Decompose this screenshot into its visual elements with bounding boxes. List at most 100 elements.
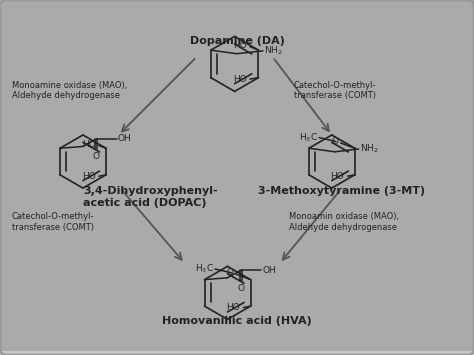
Bar (0, 352, 474, 354)
Bar (0, 353, 474, 354)
Bar (0, 352, 474, 354)
Bar (0, 351, 474, 353)
Bar (0, 351, 474, 353)
Bar (0, 352, 474, 354)
Bar (0, 352, 474, 354)
Text: OH: OH (263, 266, 276, 274)
Bar (0, 352, 474, 354)
Bar (0, 352, 474, 354)
Bar (0, 352, 474, 354)
Text: 3-Methoxytyramine (3-MT): 3-Methoxytyramine (3-MT) (258, 186, 425, 196)
Bar (0, 353, 474, 355)
Bar (0, 353, 474, 355)
Bar (0, 353, 474, 355)
Bar (0, 352, 474, 354)
Bar (0, 353, 474, 355)
Bar (0, 353, 474, 355)
Bar (0, 352, 474, 354)
Bar (0, 353, 474, 355)
Bar (0, 353, 474, 354)
Bar (0, 353, 474, 354)
Bar (0, 351, 474, 353)
Bar (0, 352, 474, 354)
Bar (0, 353, 474, 355)
Text: O: O (227, 268, 234, 277)
Text: NH$_2$: NH$_2$ (264, 45, 283, 57)
Bar (0, 353, 474, 355)
Bar (0, 353, 474, 354)
Bar (0, 353, 474, 355)
Bar (0, 353, 474, 354)
Bar (0, 353, 474, 355)
Bar (0, 352, 474, 354)
Bar (0, 352, 474, 354)
Text: Monoamin oxidase (MAO),
Aldehyde dehydrogenase: Monoamin oxidase (MAO), Aldehyde dehydro… (289, 212, 399, 231)
Bar (0, 353, 474, 354)
Bar (0, 352, 474, 354)
Bar (0, 353, 474, 354)
Bar (0, 353, 474, 355)
Text: Catechol-O-methyl-
transferase (COMT): Catechol-O-methyl- transferase (COMT) (294, 81, 376, 100)
Bar (0, 353, 474, 355)
Bar (0, 352, 474, 354)
Bar (0, 353, 474, 354)
Bar (0, 353, 474, 354)
Bar (0, 353, 474, 355)
Bar (0, 352, 474, 354)
Bar (0, 352, 474, 354)
Bar (0, 353, 474, 354)
Bar (0, 352, 474, 354)
Bar (0, 352, 474, 354)
Bar (0, 353, 474, 355)
Bar (0, 352, 474, 354)
Bar (0, 353, 474, 355)
Bar (0, 352, 474, 354)
Bar (0, 352, 474, 354)
Bar (0, 353, 474, 355)
Bar (0, 353, 474, 355)
Bar (0, 353, 474, 354)
Bar (0, 353, 474, 354)
Text: OH: OH (118, 134, 132, 143)
Bar (0, 352, 474, 354)
Bar (0, 353, 474, 355)
Bar (0, 353, 474, 355)
Bar (0, 353, 474, 355)
Bar (0, 353, 474, 354)
Bar (0, 352, 474, 354)
Bar (0, 353, 474, 354)
Bar (0, 353, 474, 354)
Bar (0, 352, 474, 354)
Bar (0, 352, 474, 354)
Bar (0, 353, 474, 355)
Bar (0, 353, 474, 355)
Bar (0, 352, 474, 354)
Bar (0, 353, 474, 354)
Bar (0, 351, 474, 353)
Bar (0, 353, 474, 355)
Bar (0, 351, 474, 353)
Bar (0, 353, 474, 355)
Text: HO: HO (82, 172, 95, 181)
Bar (0, 352, 474, 354)
Bar (0, 353, 474, 355)
Bar (0, 352, 474, 354)
Bar (0, 351, 474, 353)
Bar (0, 352, 474, 354)
Bar (0, 351, 474, 353)
Text: Dopamine (DA): Dopamine (DA) (190, 36, 284, 46)
Bar (0, 351, 474, 353)
Bar (0, 353, 474, 355)
Text: Catechol-O-methyl-
transferase (COMT): Catechol-O-methyl- transferase (COMT) (12, 212, 94, 231)
Bar (0, 351, 474, 353)
Bar (0, 353, 474, 354)
Bar (0, 352, 474, 354)
Text: O: O (331, 137, 338, 146)
Text: HO: HO (330, 172, 344, 181)
Bar (0, 353, 474, 354)
Bar (0, 351, 474, 353)
Bar (0, 351, 474, 353)
Bar (0, 353, 474, 355)
Bar (0, 352, 474, 354)
Bar (0, 352, 474, 354)
